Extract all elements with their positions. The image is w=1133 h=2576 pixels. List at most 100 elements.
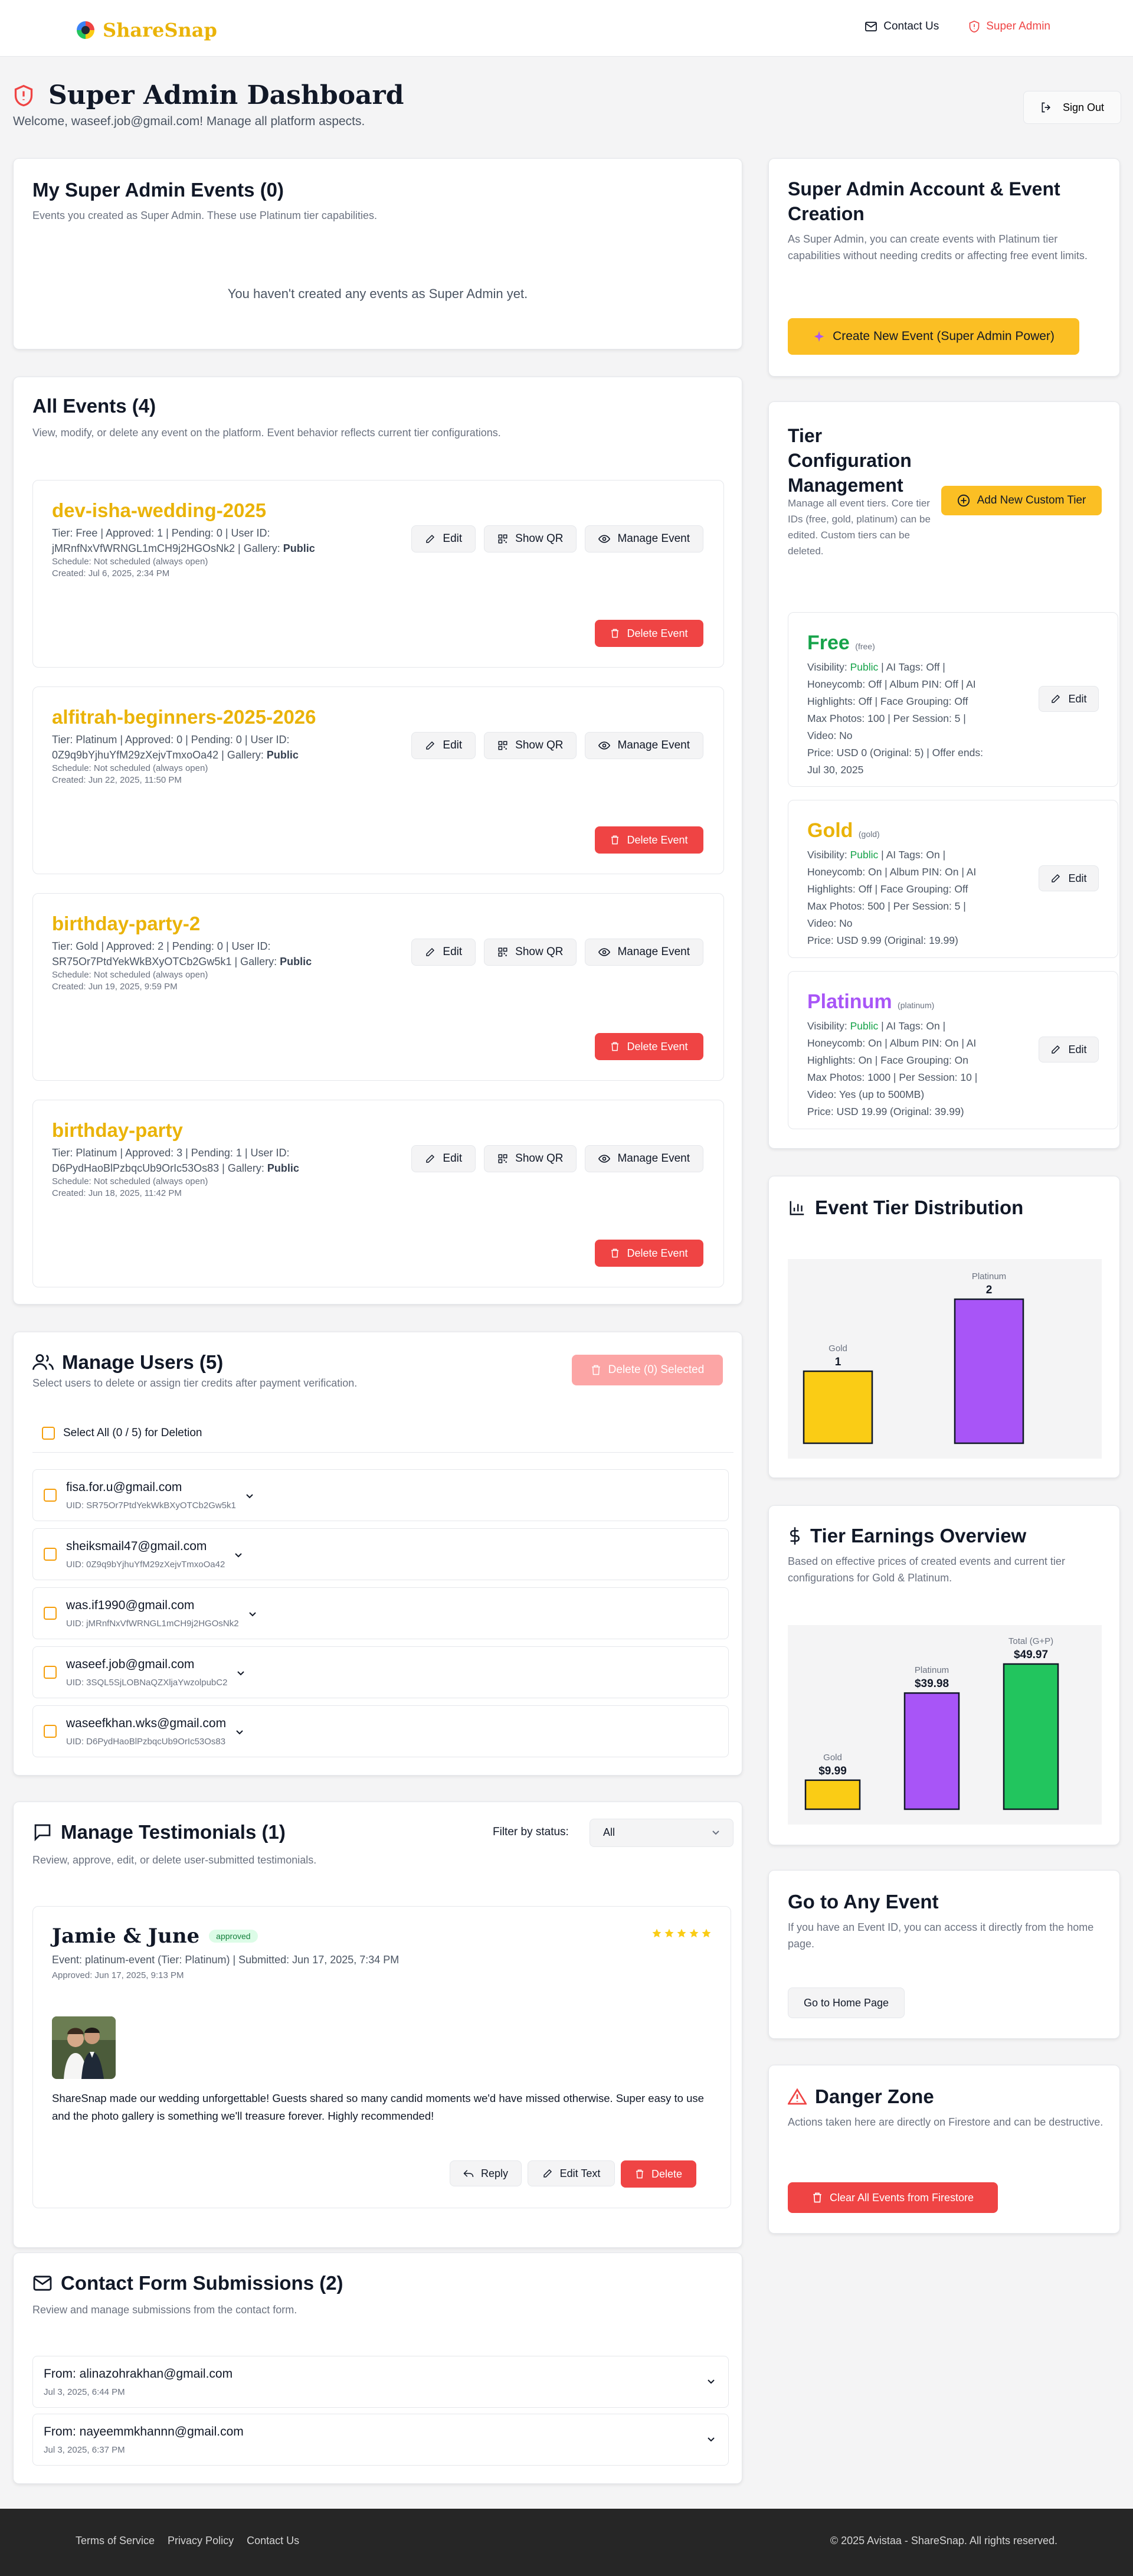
user-uid: UID: 3SQL5SjLOBNaQZXljaYwzolpubC2 xyxy=(66,1678,228,1688)
user-expand-toggle[interactable] xyxy=(237,1671,245,1676)
plus-circle-icon xyxy=(957,494,970,507)
bar-category-label: Gold xyxy=(829,1343,847,1354)
delete-event-button[interactable]: Delete Event xyxy=(595,1240,703,1267)
chart-bar[interactable] xyxy=(1003,1663,1059,1810)
manage-event-button[interactable]: Manage Event xyxy=(585,525,703,553)
wedding-couple-image xyxy=(52,2016,116,2079)
user-row[interactable]: waseef.job@gmail.com UID: 3SQL5SjLOBNaQZX… xyxy=(32,1646,729,1698)
user-row[interactable]: sheiksmail47@gmail.com UID: 0Z9q9bYjhuYfM… xyxy=(32,1528,729,1580)
chevron-down-icon xyxy=(235,1553,242,1558)
user-select-checkbox[interactable] xyxy=(44,1548,57,1561)
event-name[interactable]: dev-isha-wedding-2025 xyxy=(52,499,267,521)
chart-bar[interactable] xyxy=(954,1298,1024,1444)
star-icon xyxy=(677,1928,686,1938)
manage-event-button[interactable]: Manage Event xyxy=(585,939,703,966)
tier-detail-line: Honeycomb: On | Album PIN: On | AI xyxy=(807,1037,977,1049)
user-select-checkbox[interactable] xyxy=(44,1607,57,1620)
log-out-icon xyxy=(1042,102,1050,113)
event-name[interactable]: birthday-party xyxy=(52,1119,183,1141)
show-qr-button[interactable]: Show QR xyxy=(484,1145,577,1172)
show-qr-button[interactable]: Show QR xyxy=(484,732,577,759)
event-gallery-visibility: Public xyxy=(266,749,299,761)
delete-event-button[interactable]: Delete Event xyxy=(595,620,703,647)
edit-tier-button[interactable]: Edit xyxy=(1039,1037,1099,1063)
chart-bar[interactable] xyxy=(804,1779,861,1810)
user-expand-toggle[interactable] xyxy=(245,1493,254,1499)
delete-testimonial-button[interactable]: Delete xyxy=(621,2160,696,2188)
my-events-description: Events you created as Super Admin. These… xyxy=(32,210,377,221)
camera-logo-icon xyxy=(77,21,94,39)
sparkles-icon xyxy=(814,331,824,342)
contact-heading: Contact Form Submissions (2) xyxy=(32,2272,343,2294)
contact-submission-row[interactable]: From: nayeemmkhannn@gmail.com Jul 3, 2025… xyxy=(32,2414,729,2466)
brand-logo[interactable]: ShareSnap xyxy=(77,19,217,41)
contact-expand-toggle[interactable] xyxy=(707,2379,715,2385)
manage-event-button[interactable]: Manage Event xyxy=(585,1145,703,1172)
contact-expand-toggle[interactable] xyxy=(707,2437,715,2443)
edit-event-button[interactable]: Edit xyxy=(411,525,476,553)
testimonial-author: Jamie & June xyxy=(52,1924,200,1948)
create-event-button[interactable]: Create New Event (Super Admin Power) xyxy=(788,318,1079,355)
edit-tier-button[interactable]: Edit xyxy=(1039,865,1099,891)
user-row[interactable]: waseefkhan.wks@gmail.com UID: D6PydHaoBlP… xyxy=(32,1705,729,1757)
user-select-checkbox[interactable] xyxy=(44,1666,57,1679)
manage-event-button[interactable]: Manage Event xyxy=(585,732,703,759)
delete-event-button[interactable]: Delete Event xyxy=(595,826,703,854)
footer-link[interactable]: Terms of Service xyxy=(76,2535,155,2546)
event-gallery-visibility: Public xyxy=(280,956,312,967)
clear-all-events-button[interactable]: Clear All Events from Firestore xyxy=(788,2182,998,2213)
user-row[interactable]: fisa.for.u@gmail.com UID: SR75Or7PtdYekWk… xyxy=(32,1469,729,1521)
users-description: Select users to delete or assign tier cr… xyxy=(32,1377,358,1389)
sign-out-button[interactable]: Sign Out xyxy=(1023,91,1121,124)
event-name[interactable]: alfitrah-beginners-2025-2026 xyxy=(52,706,316,728)
reply-button[interactable]: Reply xyxy=(450,2160,522,2186)
manage-users-card: Manage Users (5) Select users to delete … xyxy=(13,1332,742,1776)
user-expand-toggle[interactable] xyxy=(248,1611,257,1617)
show-qr-button-label: Show QR xyxy=(515,532,564,545)
footer-copyright: © 2025 Avistaa - ShareSnap. All rights r… xyxy=(830,2535,1057,2546)
edit-event-button[interactable]: Edit xyxy=(411,939,476,966)
footer-link[interactable]: Contact Us xyxy=(247,2535,300,2546)
chevron-down-icon xyxy=(237,1671,244,1676)
delete-selected-users-button[interactable]: Delete (0) Selected xyxy=(572,1355,723,1385)
show-qr-button[interactable]: Show QR xyxy=(484,525,577,553)
user-uid: UID: jMRnfNxVfWRNGL1mCH9j2HGOsNk2 xyxy=(66,1619,239,1629)
testimonial-photo[interactable] xyxy=(52,2016,116,2079)
user-email: waseef.job@gmail.com xyxy=(66,1658,195,1671)
footer-link[interactable]: Privacy Policy xyxy=(168,2535,234,2546)
edit-text-button[interactable]: Edit Text xyxy=(528,2160,615,2186)
all-events-description: View, modify, or delete any event on the… xyxy=(32,427,501,439)
user-select-checkbox[interactable] xyxy=(44,1489,57,1502)
event-name[interactable]: birthday-party-2 xyxy=(52,913,201,934)
tier-details: Visibility: Public | AI Tags: On | Honeyc… xyxy=(807,1018,1008,1120)
user-row[interactable]: was.if1990@gmail.com UID: jMRnfNxVfWRNGL1… xyxy=(32,1587,729,1639)
filter-status-select[interactable]: All xyxy=(590,1819,733,1847)
tier-id: (gold) xyxy=(858,829,880,839)
chart-bar[interactable] xyxy=(903,1692,960,1810)
event-gallery-visibility: Public xyxy=(283,542,315,554)
edit-icon xyxy=(426,534,435,543)
edit-event-button[interactable]: Edit xyxy=(411,732,476,759)
delete-event-button[interactable]: Delete Event xyxy=(595,1033,703,1060)
go-to-home-button[interactable]: Go to Home Page xyxy=(788,1987,905,2018)
contact-date: Jul 3, 2025, 6:37 PM xyxy=(44,2445,125,2455)
nav-contact-us[interactable]: Contact Us xyxy=(865,20,939,33)
trash-icon xyxy=(611,1042,619,1051)
contact-submissions-card: Contact Form Submissions (2) Review and … xyxy=(13,2253,742,2484)
edit-tier-button[interactable]: Edit xyxy=(1039,686,1099,712)
tier-earnings-chart: $9.99 Gold $39.98 Platinum $49.97 Total (G+P) xyxy=(788,1625,1102,1825)
contact-submission-row[interactable]: From: alinazohrakhan@gmail.com Jul 3, 202… xyxy=(32,2356,729,2408)
user-select-checkbox[interactable] xyxy=(44,1725,57,1738)
star-icon xyxy=(702,1928,711,1938)
chart-bar[interactable] xyxy=(803,1370,873,1444)
user-expand-toggle[interactable] xyxy=(234,1552,243,1558)
user-uid: UID: SR75Or7PtdYekWkBXyOTCb2Gw5k1 xyxy=(66,1501,236,1511)
nav-contact-us-label: Contact Us xyxy=(883,20,939,32)
nav-super-admin[interactable]: Super Admin xyxy=(968,20,1050,33)
add-custom-tier-button[interactable]: Add New Custom Tier xyxy=(941,486,1102,515)
user-expand-toggle[interactable] xyxy=(235,1730,244,1735)
show-qr-button[interactable]: Show QR xyxy=(484,939,577,966)
event-tier-line: Tier: Gold | Approved: 2 | Pending: 0 | … xyxy=(52,940,271,952)
edit-event-button[interactable]: Edit xyxy=(411,1145,476,1172)
select-all-checkbox[interactable] xyxy=(42,1427,55,1440)
